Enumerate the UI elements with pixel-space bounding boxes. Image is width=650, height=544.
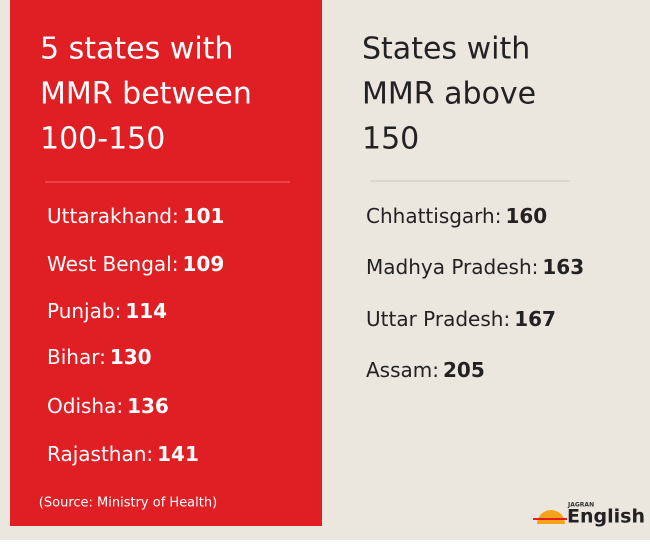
left-panel [10, 0, 322, 526]
item-value: 101 [183, 204, 225, 228]
item-value: 160 [505, 204, 547, 228]
item: Rajasthan: 141 [47, 442, 199, 466]
item-name: Chhattisgarh: [366, 204, 501, 228]
title-line: MMR above [362, 77, 536, 112]
item-value: 167 [514, 307, 556, 331]
source-note: (Source: Ministry of Health) [39, 496, 217, 511]
logo-main: English [567, 506, 645, 528]
item-value: 109 [182, 252, 224, 276]
left-column: 5 states with MMR between 100-150 Uttarakha… [40, 32, 252, 466]
item: Assam: 205 [366, 358, 485, 382]
right-column: States with MMR above 150 Chhattisgarh: 160 M… [362, 32, 584, 382]
item-name: Madhya Pradesh: [366, 255, 538, 279]
logo-stripe [533, 518, 567, 520]
item: Madhya Pradesh: 163 [366, 255, 584, 279]
logo: JAGRAN English [533, 502, 645, 528]
item-value: 163 [542, 255, 584, 279]
logo-small: JAGRAN [567, 502, 594, 509]
item: Uttar Pradesh: 167 [366, 307, 556, 331]
item-name: Odisha: [47, 394, 123, 418]
title-line: 5 states with [40, 32, 233, 67]
item-name: Punjab: [47, 299, 121, 323]
title-line: States with [362, 32, 530, 67]
item: West Bengal: 109 [47, 252, 224, 276]
item: Chhattisgarh: 160 [366, 204, 547, 228]
item: Uttarakhand: 101 [47, 204, 224, 228]
item-name: Rajasthan: [47, 442, 153, 466]
item-name: West Bengal: [47, 252, 178, 276]
item: Bihar: 130 [47, 345, 152, 369]
logo-sun [537, 510, 565, 524]
item-value: 114 [125, 299, 167, 323]
item: Odisha: 136 [47, 394, 169, 418]
item-value: 130 [110, 345, 152, 369]
item-value: 136 [127, 394, 169, 418]
item-name: Assam: [366, 358, 439, 382]
item-name: Uttar Pradesh: [366, 307, 510, 331]
title-line: 100-150 [40, 122, 165, 157]
item: Punjab: 114 [47, 299, 167, 323]
item-name: Bihar: [47, 345, 106, 369]
item-name: Uttarakhand: [47, 204, 179, 228]
item-value: 205 [443, 358, 485, 382]
item-value: 141 [157, 442, 199, 466]
title-line: MMR between [40, 77, 252, 112]
title-line: 150 [362, 122, 419, 157]
